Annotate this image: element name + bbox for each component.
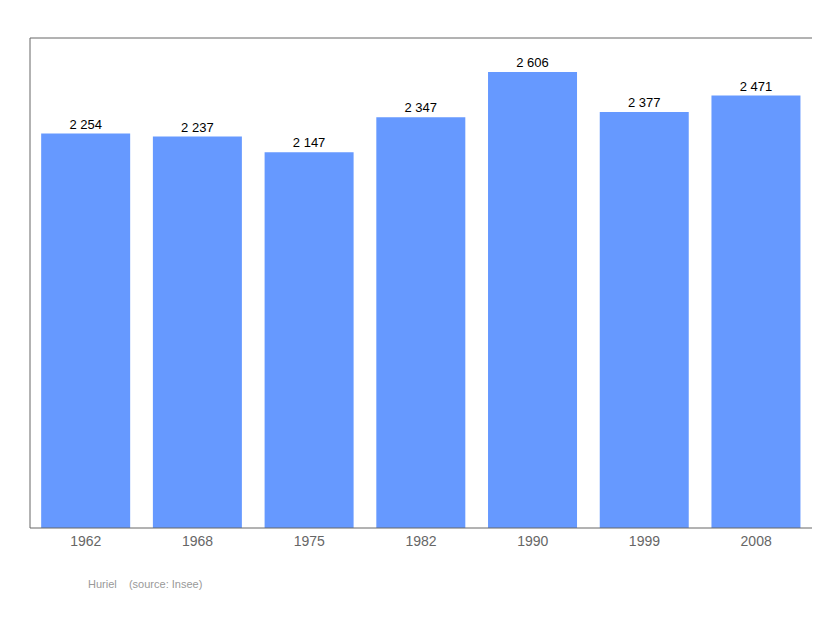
svg-text:1999: 1999 bbox=[629, 533, 660, 549]
svg-text:2 254: 2 254 bbox=[69, 117, 102, 132]
svg-text:1975: 1975 bbox=[294, 533, 325, 549]
svg-text:1990: 1990 bbox=[517, 533, 548, 549]
svg-text:2 347: 2 347 bbox=[405, 100, 438, 115]
svg-text:1968: 1968 bbox=[182, 533, 213, 549]
svg-text:2008: 2008 bbox=[741, 533, 772, 549]
svg-text:2 471: 2 471 bbox=[740, 79, 773, 94]
html-text:Huriel (source: Insee): Huriel (source: Insee) bbox=[88, 578, 203, 590]
svg-text:1962: 1962 bbox=[70, 533, 101, 549]
svg-text:1982: 1982 bbox=[405, 533, 436, 549]
svg-text:2 377: 2 377 bbox=[628, 95, 661, 110]
svg-text:2 606: 2 606 bbox=[516, 55, 549, 70]
svg-text:2 147: 2 147 bbox=[293, 135, 326, 150]
svg-text:2 237: 2 237 bbox=[181, 120, 214, 135]
